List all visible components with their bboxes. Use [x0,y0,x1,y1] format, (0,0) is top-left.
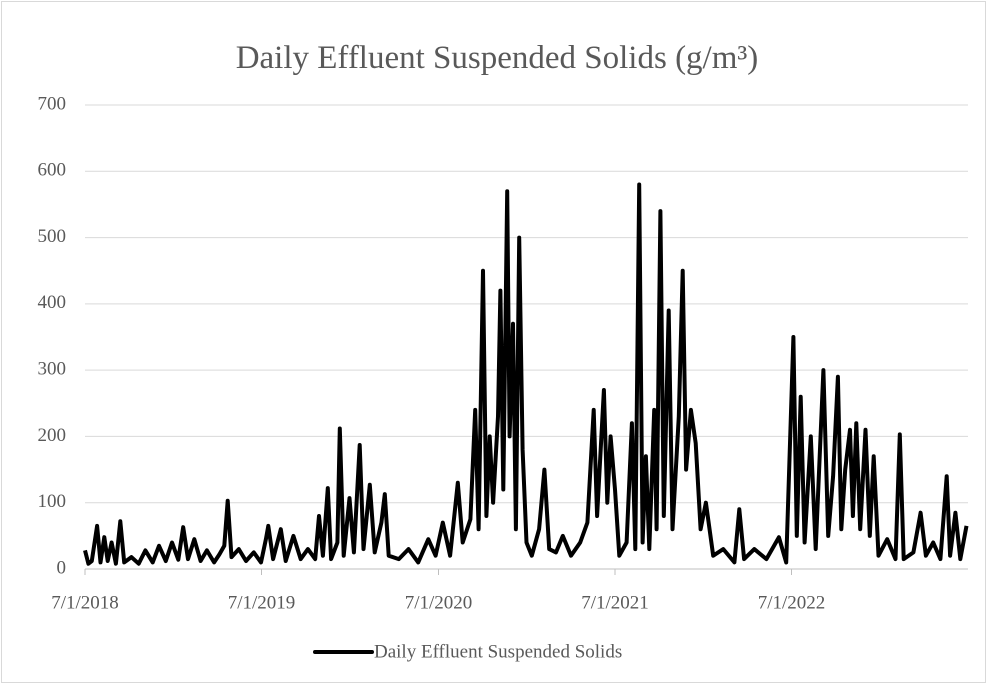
y-tick-label: 400 [38,292,67,313]
x-tick-label: 7/1/2019 [228,592,296,613]
y-tick-label: 500 [38,226,67,247]
chart-title: Daily Effluent Suspended Solids (g/m³) [236,40,759,76]
y-tick-label: 600 [38,160,67,181]
series-line [83,182,969,566]
x-tick-label: 7/1/2021 [581,592,649,613]
y-tick-label: 0 [57,557,67,578]
x-tick-label: 7/1/2020 [405,592,473,613]
x-tick-label: 7/1/2022 [758,592,826,613]
legend-label: Daily Effluent Suspended Solids [374,641,622,662]
x-tick-label: 7/1/2018 [51,592,119,613]
y-tick-label: 700 [38,93,67,114]
y-tick-label: 300 [38,359,67,380]
y-tick-label: 100 [38,491,67,512]
y-tick-label: 200 [38,425,67,446]
